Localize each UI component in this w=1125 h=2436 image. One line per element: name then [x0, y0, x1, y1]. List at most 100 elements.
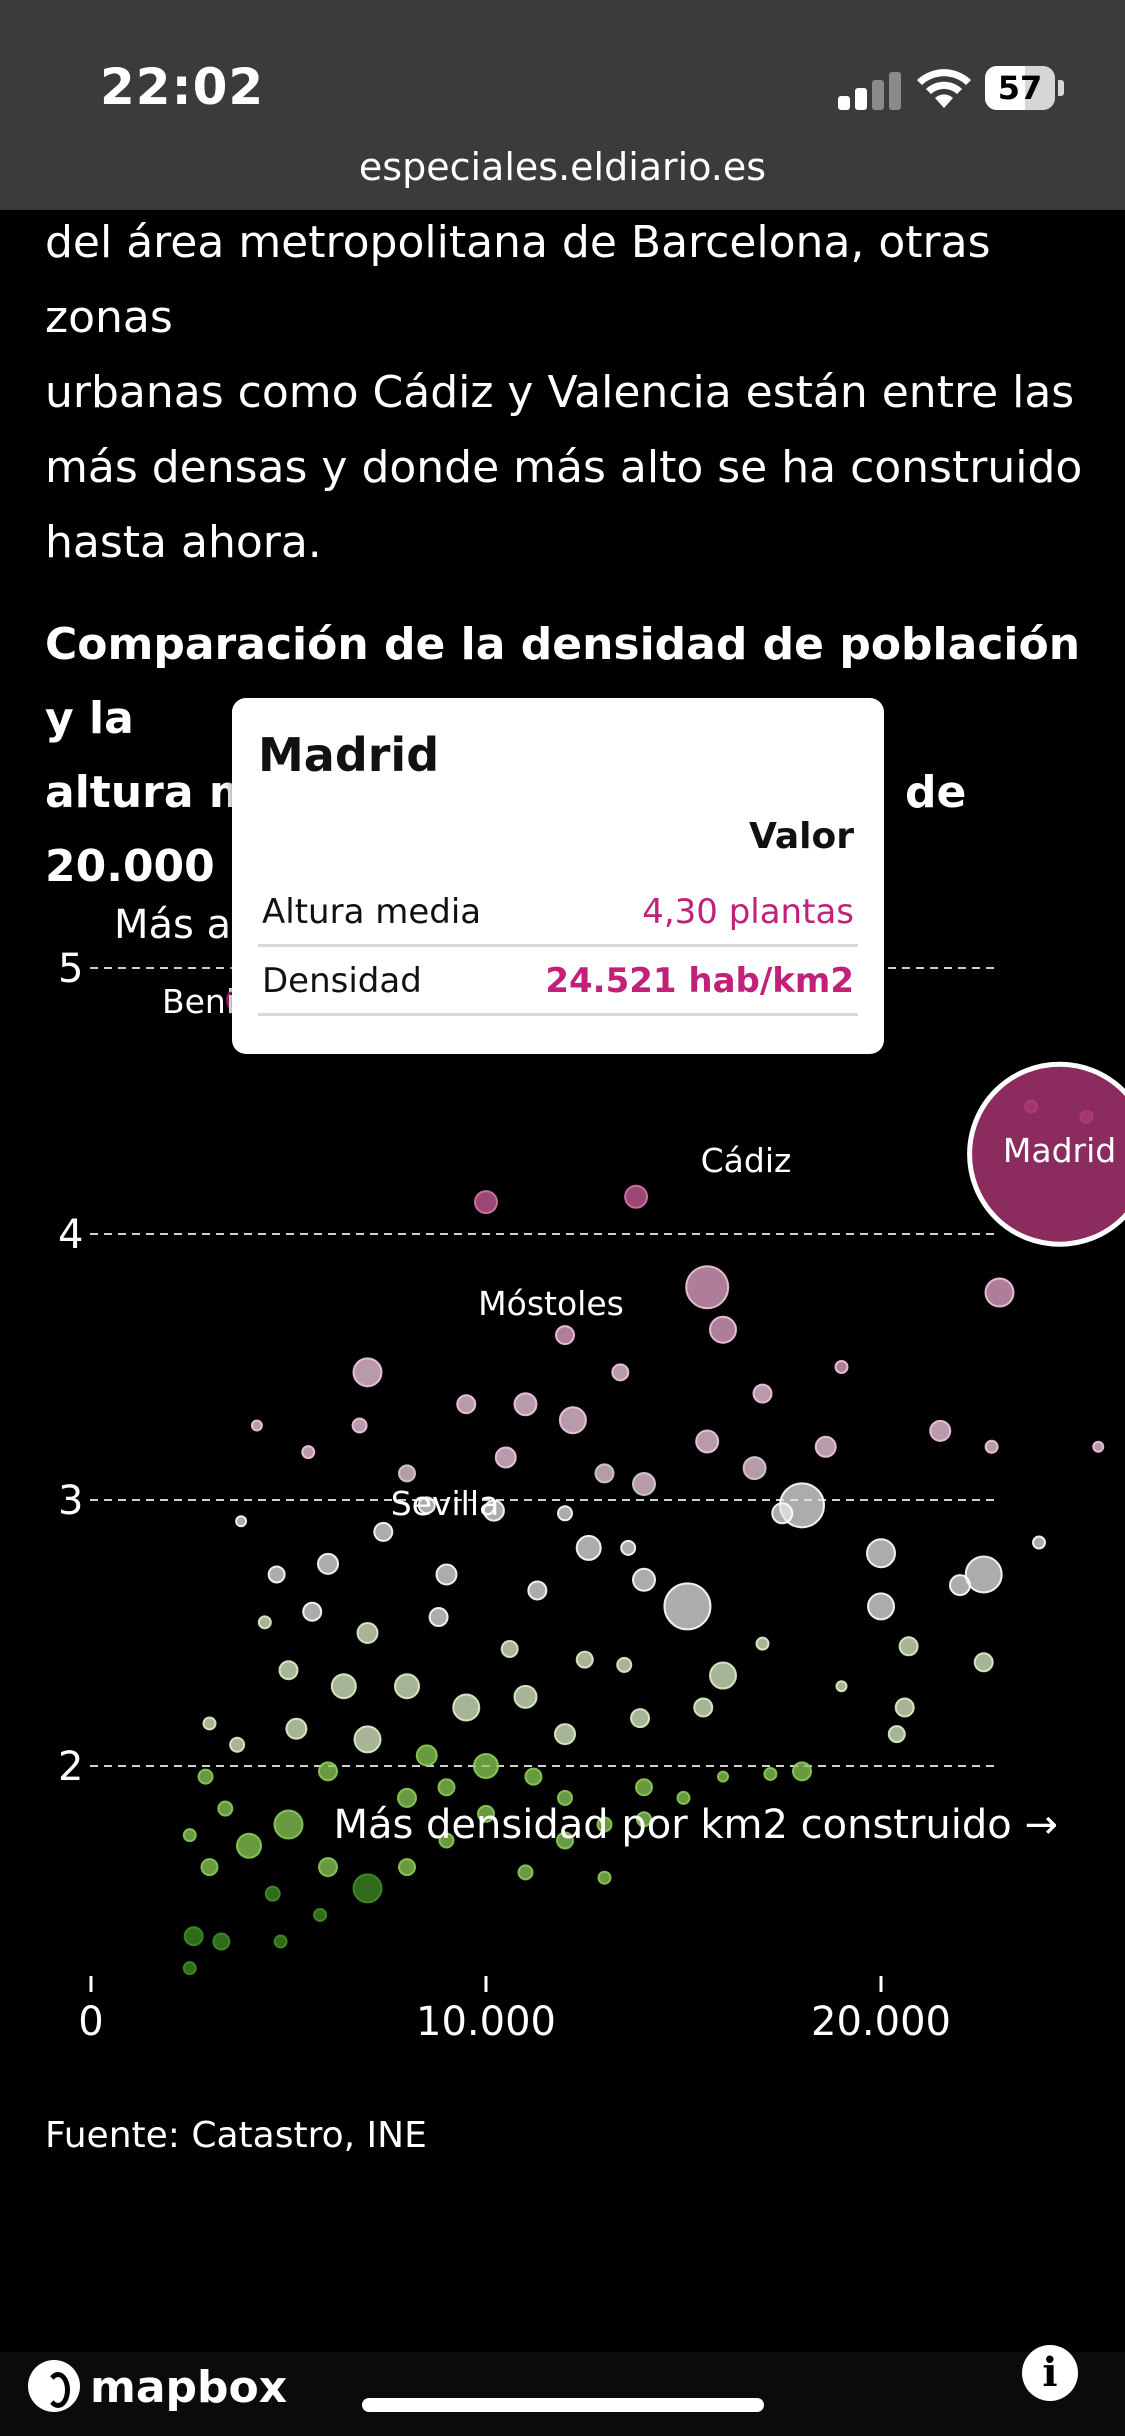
battery-icon: 57 [985, 66, 1065, 110]
data-point [417, 1496, 436, 1515]
data-point [397, 1787, 417, 1808]
tooltip-column-header: Valor [748, 816, 854, 857]
chart-tooltip: Madrid Valor Altura media 4,30 plantas D… [232, 698, 884, 1054]
data-point [452, 1693, 481, 1722]
intro-line: más densas y donde más alto se ha constr… [45, 442, 1083, 493]
data-point [742, 1456, 767, 1481]
data-point [302, 1601, 323, 1622]
data-point [352, 1357, 383, 1388]
data-point [494, 1446, 517, 1469]
data-point [318, 1857, 338, 1878]
data-point [267, 1565, 286, 1584]
data-point [1092, 1440, 1105, 1453]
data-point [636, 1811, 652, 1828]
chart-title-line: Comparación de la densidad de población … [45, 619, 1081, 744]
data-point [197, 1768, 214, 1785]
data-point [473, 1753, 499, 1779]
tooltip-row-value: 4,30 plantas [642, 892, 854, 932]
data-point [814, 1435, 837, 1458]
data-point [620, 1539, 637, 1556]
data-point [594, 1463, 615, 1484]
tooltip-row-key: Densidad [262, 961, 422, 1001]
data-point [1032, 1535, 1046, 1550]
data-point [866, 1538, 896, 1569]
data-point [630, 1708, 651, 1729]
data-point [273, 1809, 304, 1840]
data-point [575, 1650, 594, 1669]
y-tick-label: 2 [58, 1744, 83, 1790]
gridlines [90, 967, 1000, 1767]
battery-level: 57 [997, 69, 1043, 107]
info-icon[interactable]: i [1022, 2345, 1078, 2401]
point-label: Cádiz [701, 1141, 792, 1180]
data-point [435, 1563, 458, 1586]
data-point [693, 1697, 714, 1718]
data-point [709, 1661, 737, 1690]
intro-line: del área metropolitana de Barcelona, otr… [45, 217, 991, 343]
x-axis-annotation: Más densidad por km2 construido → [333, 1802, 1058, 1848]
data-point [250, 1419, 263, 1432]
data-point [663, 1582, 712, 1631]
data-point [182, 1828, 197, 1843]
tooltip-row-key: Altura media [262, 892, 482, 932]
chart-title: Comparación de la densidad de población … [45, 608, 1105, 904]
data-point [513, 1684, 538, 1709]
data-point [695, 1429, 720, 1454]
map-strip [0, 2352, 1125, 2436]
data-point [278, 1660, 299, 1681]
intro-line: urbanas como Cádiz y Valencia están entr… [45, 367, 1075, 418]
point-labels: Beni Madrid Cádiz Móstoles Sevilla [162, 982, 1116, 1523]
data-point [257, 1615, 272, 1630]
data-point [558, 1406, 587, 1435]
data-point [437, 1778, 456, 1797]
data-point [285, 1717, 308, 1740]
data-point [555, 1325, 575, 1346]
data-point [318, 1761, 338, 1782]
url-bar[interactable]: especiales.eldiario.es [358, 145, 767, 189]
y-axis-annotation: Más al [114, 902, 242, 948]
x-tick-label: 20.000 [811, 1999, 951, 2045]
data-point [212, 1932, 231, 1951]
data-point [771, 1502, 794, 1525]
chart-title-line: altura m [45, 767, 255, 818]
tooltip-title: Madrid [258, 728, 440, 782]
data-point [867, 1592, 895, 1621]
data-point [611, 1363, 630, 1382]
data-point [964, 1555, 1003, 1594]
point-label: Beni [162, 982, 235, 1021]
status-bar: 22:02 57 especiales.eldiario.es [0, 0, 1125, 210]
data-point [763, 1766, 778, 1781]
data-point [202, 1716, 217, 1731]
data-point [752, 1383, 773, 1404]
data-point [624, 1184, 649, 1209]
data-point [398, 1464, 416, 1483]
data-point [984, 1439, 999, 1454]
data-point [235, 1515, 248, 1528]
data-point [887, 1725, 906, 1744]
data-point [352, 1873, 383, 1904]
data-point [474, 1190, 498, 1215]
tooltip-row: Altura media 4,30 plantas [258, 878, 858, 947]
tooltip-row-value: 24.521 hab/km2 [545, 961, 854, 1001]
data-point [554, 1723, 576, 1746]
data-point [398, 1858, 416, 1877]
data-point [984, 1277, 1015, 1308]
y-tick-label: 4 [58, 1212, 83, 1258]
data-point [973, 1652, 994, 1673]
data-point [929, 1419, 952, 1442]
data-point [482, 1499, 505, 1522]
chart-title-line: de [905, 767, 967, 818]
chart-title-line: 20.000 h [45, 841, 262, 892]
point-label: Madrid [1003, 1131, 1116, 1170]
data-points [182, 984, 1125, 1976]
home-indicator[interactable] [362, 2398, 764, 2412]
source-note: Fuente: Catastro, INE [45, 2115, 427, 2156]
data-point [556, 1831, 574, 1850]
data-point [596, 1816, 613, 1833]
data-point [428, 1607, 449, 1628]
wifi-icon [917, 69, 971, 108]
data-point [557, 1505, 573, 1522]
point-label: Sevilla [391, 1484, 500, 1523]
data-point [317, 1552, 339, 1575]
